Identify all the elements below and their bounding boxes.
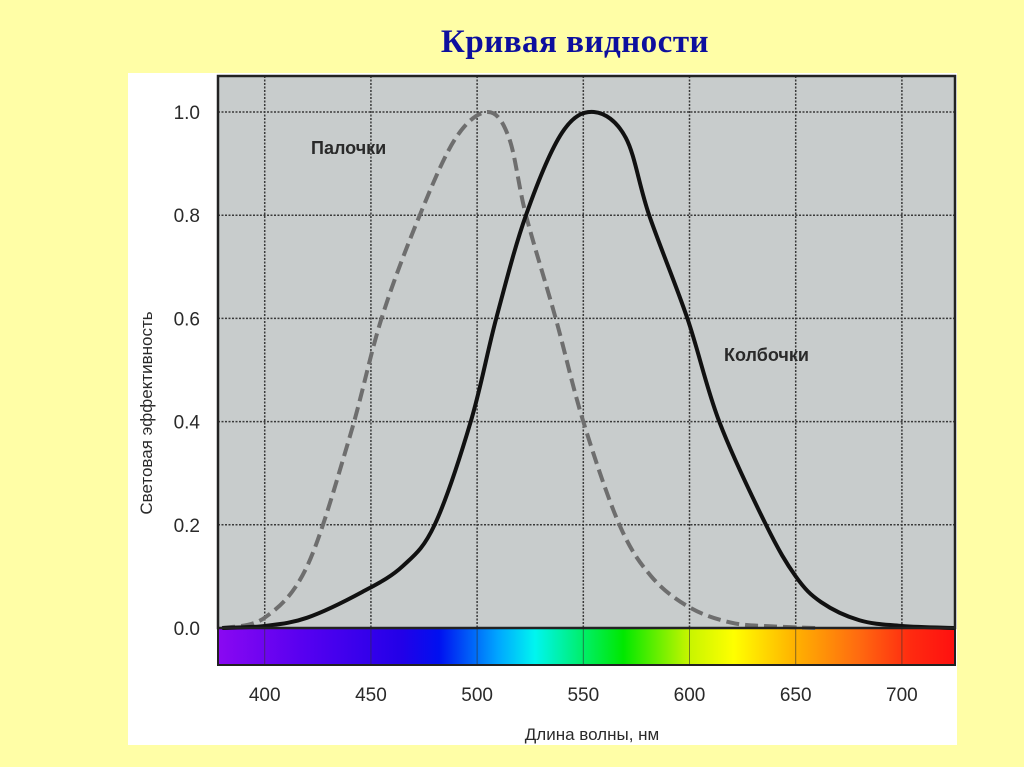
cones-curve	[222, 109, 956, 630]
y-tick-label: 0.8	[174, 206, 200, 227]
rods-label: Палочки	[311, 138, 386, 158]
x-tick-label: 400	[249, 685, 281, 706]
x-tick-label: 450	[355, 685, 387, 706]
plot-area	[218, 76, 955, 628]
x-tick-label: 650	[780, 685, 812, 706]
y-tick-labels: 0.0 0.2 0.4 0.6 0.8 1.0	[174, 103, 201, 640]
x-tick-label: 700	[886, 685, 918, 706]
slide-title: Кривая видности	[440, 24, 710, 60]
chart-panel: 0.0 0.2 0.4 0.6 0.8 1.0 400 450 500 550 600 650 700…	[128, 73, 957, 745]
x-tick-label: 500	[461, 685, 493, 706]
grid-lines	[218, 76, 955, 628]
y-tick-label: 1.0	[174, 103, 200, 124]
x-tick-labels: 400 450 500 550 600 650 700	[249, 685, 918, 706]
x-tick-label: 550	[567, 685, 599, 706]
y-tick-label: 0.2	[174, 516, 200, 537]
spectrum-gridlines	[264, 629, 903, 664]
spectrum-bar	[217, 627, 956, 666]
y-tick-label: 0.4	[174, 413, 201, 434]
luminosity-chart: 0.0 0.2 0.4 0.6 0.8 1.0 400 450 500 550 600 650 700…	[137, 74, 957, 744]
plot-frame	[216, 74, 957, 630]
x-axis-title: Длина волны, нм	[525, 725, 659, 744]
rods-curve	[221, 109, 818, 630]
curve-annotations: Палочки Колбочки	[311, 138, 809, 365]
y-tick-label: 0.6	[174, 309, 200, 330]
y-axis-title: Световая эффективность	[137, 311, 156, 514]
cones-label: Колбочки	[724, 345, 809, 365]
curves	[221, 109, 956, 630]
y-tick-label: 0.0	[174, 619, 200, 640]
x-tick-label: 600	[674, 685, 706, 706]
